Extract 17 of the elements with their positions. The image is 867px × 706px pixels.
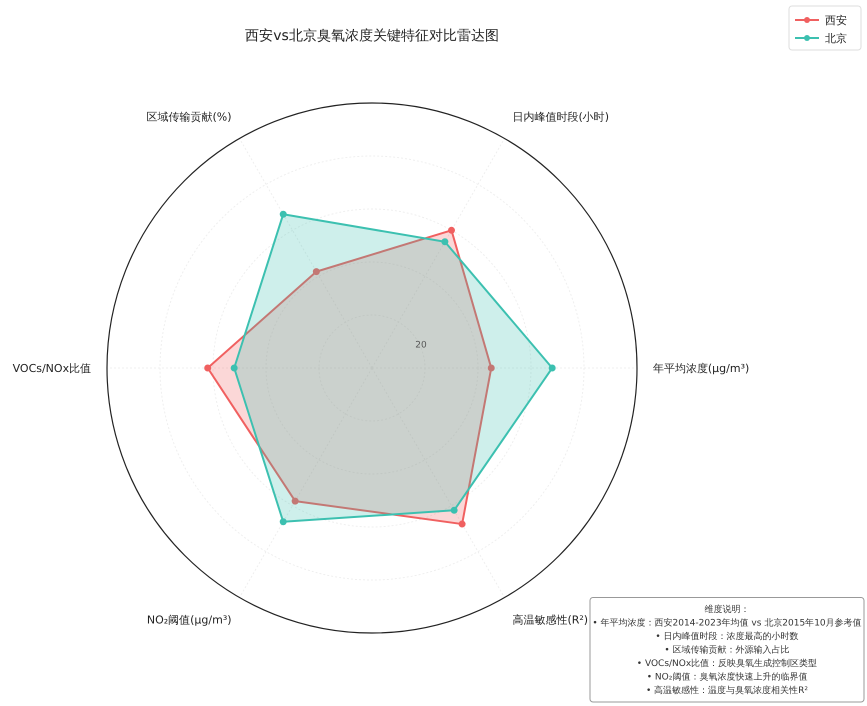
- spoke-label: VOCs/NOx比值: [12, 362, 92, 375]
- spoke-label: 区域传输贡献(%): [146, 110, 232, 124]
- text: • VOCs/NOx比值：反映臭氧生成控制区类型: [636, 658, 818, 669]
- legend-label: 北京: [825, 32, 847, 45]
- text: 维度说明：: [704, 604, 750, 615]
- text: • 日内峰值时段：浓度最高的小时数: [655, 631, 799, 642]
- text: • 年平均浓度：西安2014-2023年均值 vs 北京2015年10月参考值: [592, 618, 862, 628]
- legend-label: 西安: [825, 14, 847, 27]
- spoke-label: 年平均浓度(μg/m³): [652, 362, 750, 375]
- text: 西安vs北京臭氧浓度关键特征对比雷达图: [245, 28, 499, 44]
- text: • NO₂阈值：臭氧浓度快速上升的临界值: [646, 672, 808, 682]
- text: • 高温敏感性：温度与臭氧浓度相关性R²: [646, 685, 808, 696]
- spoke-label: NO₂阈值(μg/m³): [146, 613, 232, 626]
- text: • 区域传输贡献：外源输入占比: [664, 644, 790, 656]
- spoke-label: 高温敏感性(R²): [512, 613, 588, 626]
- text: 20: [415, 340, 427, 351]
- spoke-label: 日内峰值时段(小时): [512, 110, 610, 124]
